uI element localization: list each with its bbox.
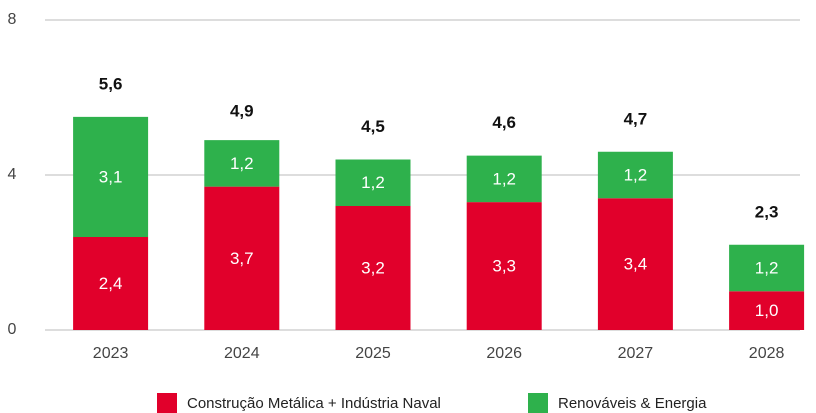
x-tick-label: 2023 xyxy=(93,345,129,362)
value-label: 3,4 xyxy=(624,255,648,274)
total-label: 4,5 xyxy=(361,117,385,136)
x-tick-label: 2026 xyxy=(486,345,522,362)
y-tick-label: 0 xyxy=(8,321,17,338)
total-label: 2,3 xyxy=(755,202,779,221)
value-label: 1,2 xyxy=(361,173,385,192)
x-tick-label: 2025 xyxy=(355,345,391,362)
legend-swatch xyxy=(157,393,177,413)
legend-swatch xyxy=(528,393,548,413)
bar-segment xyxy=(335,159,411,206)
bar-segment xyxy=(466,155,542,203)
x-tick-label: 2027 xyxy=(618,345,654,362)
value-label: 3,7 xyxy=(230,249,254,268)
value-label: 2,4 xyxy=(99,274,123,293)
y-tick-label: 4 xyxy=(8,166,17,183)
total-label: 4,6 xyxy=(492,113,516,132)
bar-segment xyxy=(729,244,805,292)
total-label: 4,9 xyxy=(230,102,254,121)
bar-segment xyxy=(597,198,673,330)
y-tick-label: 8 xyxy=(8,11,17,28)
legend-label: Construção Metálica + Indústria Naval xyxy=(187,395,441,412)
bar-segment xyxy=(73,237,149,330)
value-label: 1,2 xyxy=(624,165,648,184)
legend-label: Renováveis & Energia xyxy=(558,395,707,412)
x-tick-label: 2028 xyxy=(749,345,785,362)
value-label: 1,2 xyxy=(230,154,254,173)
value-label: 1,2 xyxy=(755,258,779,277)
bar-segment xyxy=(597,151,673,199)
value-label: 1,0 xyxy=(755,301,779,320)
bar-segment xyxy=(204,140,280,187)
value-label: 1,2 xyxy=(492,169,516,188)
value-label: 3,1 xyxy=(99,167,123,186)
bar-segment xyxy=(204,186,280,330)
total-label: 5,6 xyxy=(99,74,123,93)
bar-segment xyxy=(73,116,149,237)
bar-segment xyxy=(466,202,542,330)
value-label: 3,2 xyxy=(361,258,385,277)
x-tick-label: 2024 xyxy=(224,345,260,362)
total-label: 4,7 xyxy=(624,109,648,128)
value-label: 3,3 xyxy=(492,257,516,276)
bar-segment xyxy=(729,291,805,330)
bar-segment xyxy=(335,206,411,330)
